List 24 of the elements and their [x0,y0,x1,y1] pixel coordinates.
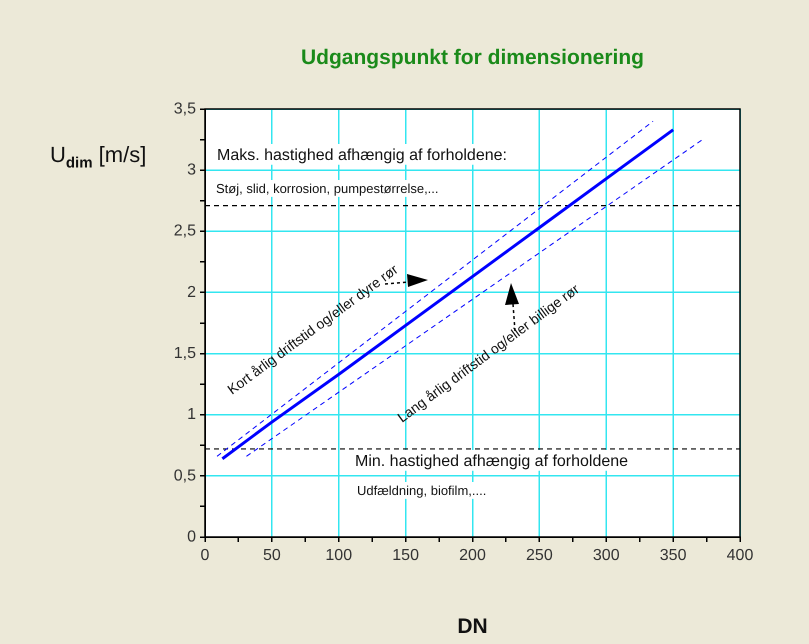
x-tick-label: 400 [726,547,754,564]
x-axis-title: DN [457,615,488,638]
x-tick-label: 100 [325,547,352,564]
y-axis-title: U$_{dim}$ [m/s] [50,142,146,172]
y-tick-label: 2 [187,284,196,301]
annotation: Maks. hastighed afhængig af forholdene: [217,147,507,164]
x-tick-label: 150 [392,547,420,564]
annotation: Støj, slid, korrosion, pumpestørrelse,... [216,181,439,196]
annotation: Udfældning, biofilm,.... [357,483,486,498]
chart-title: Udgangspunkt for dimensionering [300,46,645,70]
y-tick-label: 1,5 [174,344,196,362]
x-tick-label: 250 [526,547,553,564]
annotation: Min. hastighed afhængig af forholdene [355,453,628,470]
y-tick-label: 0,5 [174,467,196,484]
y-tick-label: 2,5 [174,222,196,240]
y-tick-label: 1 [187,406,196,424]
y-tick-label: 3,5 [174,100,196,118]
x-tick-label: 50 [262,547,281,564]
x-tick-label: 350 [660,547,687,564]
x-tick-label: 300 [592,547,620,564]
x-tick-label: 200 [459,547,486,564]
x-tick-label: 0 [200,547,210,564]
y-tick-label: 0 [187,528,196,546]
y-tick-label: 3 [187,162,196,179]
